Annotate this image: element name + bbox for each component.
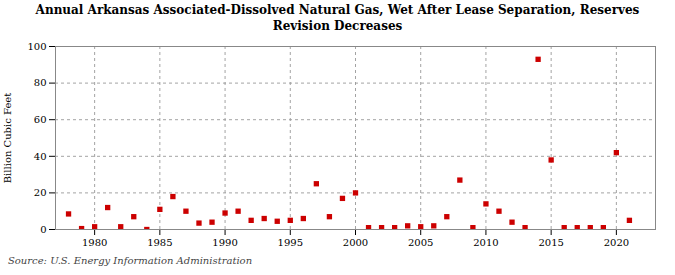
html-text:Source: U.S. Energy Informatio: Source: U.S. Energy Information Administ…	[8, 255, 253, 267]
svg-text:20: 20	[34, 187, 47, 198]
svg-text:1980: 1980	[82, 237, 107, 248]
svg-text:1990: 1990	[212, 237, 237, 248]
svg-text:Billion Cubic Feet: Billion Cubic Feet	[2, 93, 13, 184]
svg-text:2020: 2020	[604, 237, 629, 248]
svg-text:2000: 2000	[343, 237, 368, 248]
svg-text:40: 40	[34, 151, 47, 162]
svg-text:1985: 1985	[147, 237, 172, 248]
svg-text:1995: 1995	[278, 237, 303, 248]
svg-text:60: 60	[34, 114, 47, 125]
svg-text:2005: 2005	[408, 237, 433, 248]
svg-text:0: 0	[40, 224, 46, 235]
svg-text:2015: 2015	[538, 237, 563, 248]
svg-text:100: 100	[27, 41, 46, 52]
svg-text:2010: 2010	[473, 237, 498, 248]
svg-text:80: 80	[34, 77, 47, 88]
html-text:Annual Arkansas Associated-Dis: Annual Arkansas Associated-Dissolved Nat…	[35, 3, 640, 33]
